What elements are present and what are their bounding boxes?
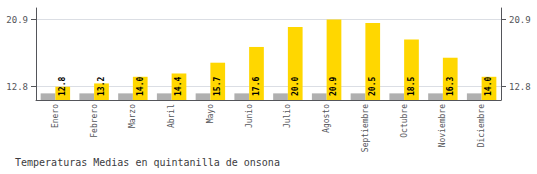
- svg-text:Julio: Julio: [283, 104, 292, 128]
- svg-text:Octubre: Octubre: [400, 104, 409, 138]
- svg-text:13.2: 13.2: [97, 77, 106, 96]
- svg-text:17.6: 17.6: [252, 77, 261, 96]
- svg-text:12.8: 12.8: [58, 77, 67, 96]
- svg-text:Septiembre: Septiembre: [361, 104, 370, 152]
- svg-text:Marzo: Marzo: [128, 104, 137, 128]
- svg-text:Febrero: Febrero: [90, 104, 99, 138]
- svg-text:20.0: 20.0: [291, 77, 300, 96]
- svg-text:12.8: 12.8: [509, 82, 531, 92]
- svg-text:Noviembre: Noviembre: [438, 104, 447, 148]
- svg-text:20.9: 20.9: [329, 77, 338, 96]
- svg-text:16.3: 16.3: [446, 77, 455, 96]
- svg-text:Mayo: Mayo: [206, 104, 215, 123]
- svg-text:Diciembre: Diciembre: [477, 104, 486, 148]
- svg-text:Agosto: Agosto: [322, 104, 331, 133]
- svg-text:20.9: 20.9: [509, 15, 531, 25]
- svg-text:Junio: Junio: [245, 104, 254, 128]
- svg-text:Temperaturas Medias en quintan: Temperaturas Medias en quintanilla de on…: [15, 157, 280, 168]
- svg-text:15.7: 15.7: [213, 77, 222, 96]
- svg-text:14.0: 14.0: [136, 77, 145, 96]
- svg-text:Abril: Abril: [167, 104, 176, 128]
- svg-text:14.0: 14.0: [484, 77, 493, 96]
- svg-text:18.5: 18.5: [407, 77, 416, 96]
- svg-text:20.5: 20.5: [368, 77, 377, 96]
- svg-text:Enero: Enero: [51, 104, 60, 128]
- svg-text:12.8: 12.8: [6, 82, 28, 92]
- svg-text:14.4: 14.4: [174, 77, 183, 96]
- svg-text:20.9: 20.9: [6, 15, 28, 25]
